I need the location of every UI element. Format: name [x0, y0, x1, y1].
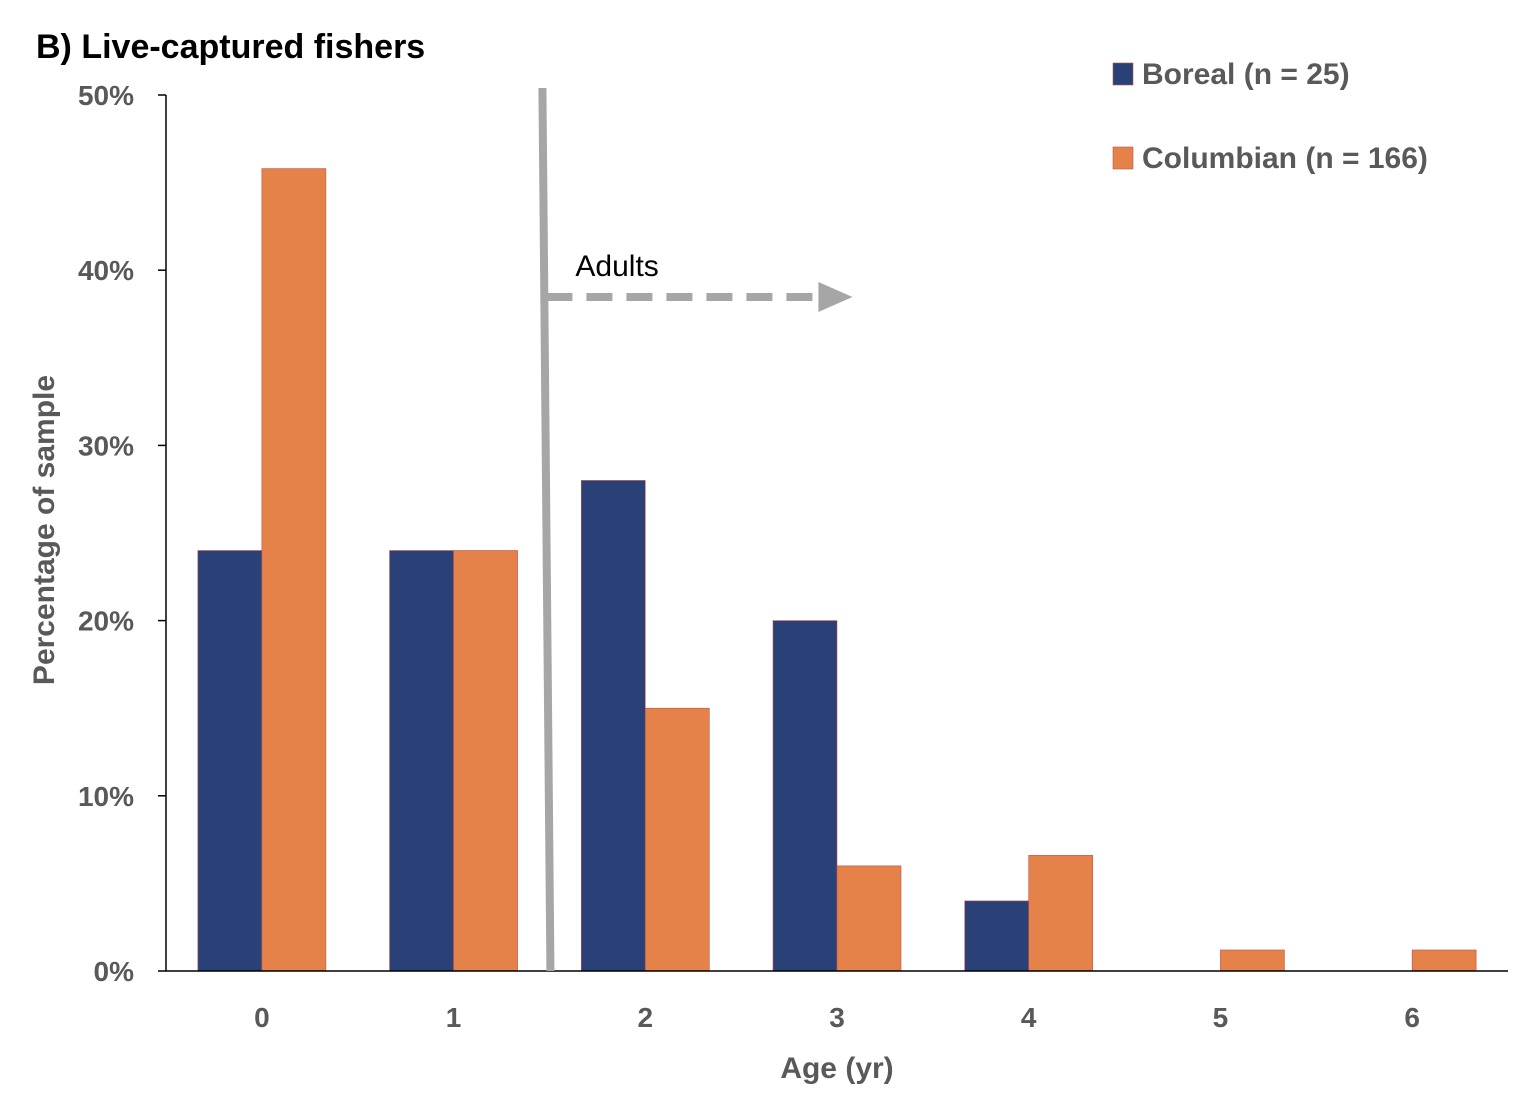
adults-arrow-head — [818, 282, 853, 312]
bar-columbian — [1220, 949, 1285, 972]
x-tick-label: 5 — [1213, 1002, 1229, 1033]
y-tick-label: 40% — [78, 255, 134, 286]
bar-boreal — [772, 620, 838, 972]
adults-divider-line — [538, 87, 555, 972]
x-tick-label: 0 — [254, 1002, 270, 1033]
bar-columbian — [1028, 855, 1094, 972]
adults-annotation: Adults — [575, 250, 658, 283]
bar-boreal — [580, 480, 646, 972]
bar-columbian — [836, 865, 902, 972]
chart-title: B) Live-captured fishers — [36, 28, 425, 66]
bar-columbian — [453, 550, 518, 972]
y-tick-label: 50% — [78, 80, 134, 111]
bar-columbian — [1411, 949, 1477, 972]
bar-columbian — [644, 707, 710, 972]
y-tick-label: 10% — [78, 781, 134, 812]
legend-swatch — [1112, 62, 1134, 86]
bar-boreal — [197, 550, 263, 972]
bar-boreal — [964, 900, 1030, 972]
x-tick-label: 2 — [637, 1002, 653, 1033]
legend-swatch — [1112, 146, 1134, 170]
x-tick-label: 4 — [1021, 1002, 1037, 1033]
y-tick-label: 30% — [78, 430, 134, 461]
y-tick-label: 20% — [78, 606, 134, 637]
bar-columbian — [261, 168, 327, 972]
y-axis-label: Percentage of sample — [28, 375, 61, 685]
legend-label: Boreal (n = 25) — [1142, 58, 1350, 91]
x-tick-label: 3 — [829, 1002, 845, 1033]
y-tick-label: 0% — [94, 956, 135, 987]
x-tick-label: 1 — [446, 1002, 462, 1033]
x-tick-label: 6 — [1404, 1002, 1420, 1033]
legend-label: Columbian (n = 166) — [1142, 142, 1428, 175]
bar-boreal — [389, 550, 454, 972]
x-axis-label: Age (yr) — [780, 1052, 893, 1085]
